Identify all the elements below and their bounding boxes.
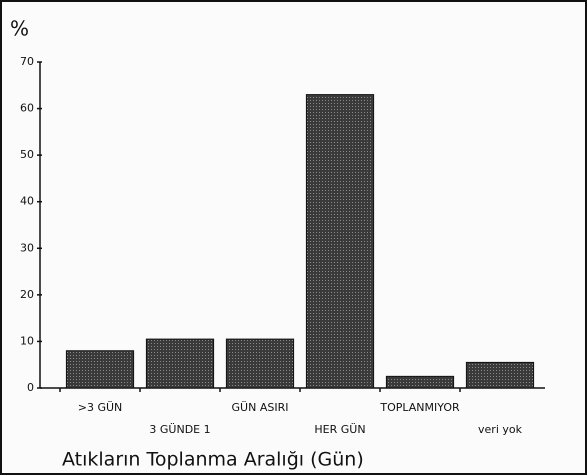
y-tick-label: 30 (20, 241, 34, 254)
x-axis-label: Atıkların Toplanma Aralığı (Gün) (62, 449, 364, 471)
y-tick-label: 60 (20, 102, 34, 115)
bar (385, 375, 455, 389)
x-tick-label: GÜN ASIRI (232, 401, 289, 414)
x-tick-label: >3 GÜN (78, 401, 123, 414)
bar (145, 338, 215, 389)
y-tick-label: 70 (20, 55, 34, 68)
y-tick-label: 40 (20, 195, 34, 208)
y-tick-label: 50 (20, 148, 34, 161)
x-tick-label: veri yok (478, 423, 523, 436)
x-tick-label: TOPLANMIYOR (379, 401, 460, 414)
bar (225, 338, 295, 389)
y-tick-label: 20 (20, 288, 34, 301)
bar (65, 350, 135, 389)
x-tick-label: HER GÜN (314, 423, 365, 436)
y-axis-label: % (10, 17, 29, 41)
y-tick-label: 0 (27, 381, 34, 394)
y-tick-label: 10 (20, 334, 34, 347)
bar (305, 94, 375, 389)
bar (465, 361, 535, 389)
x-tick-label: 3 GÜNDE 1 (149, 423, 210, 436)
